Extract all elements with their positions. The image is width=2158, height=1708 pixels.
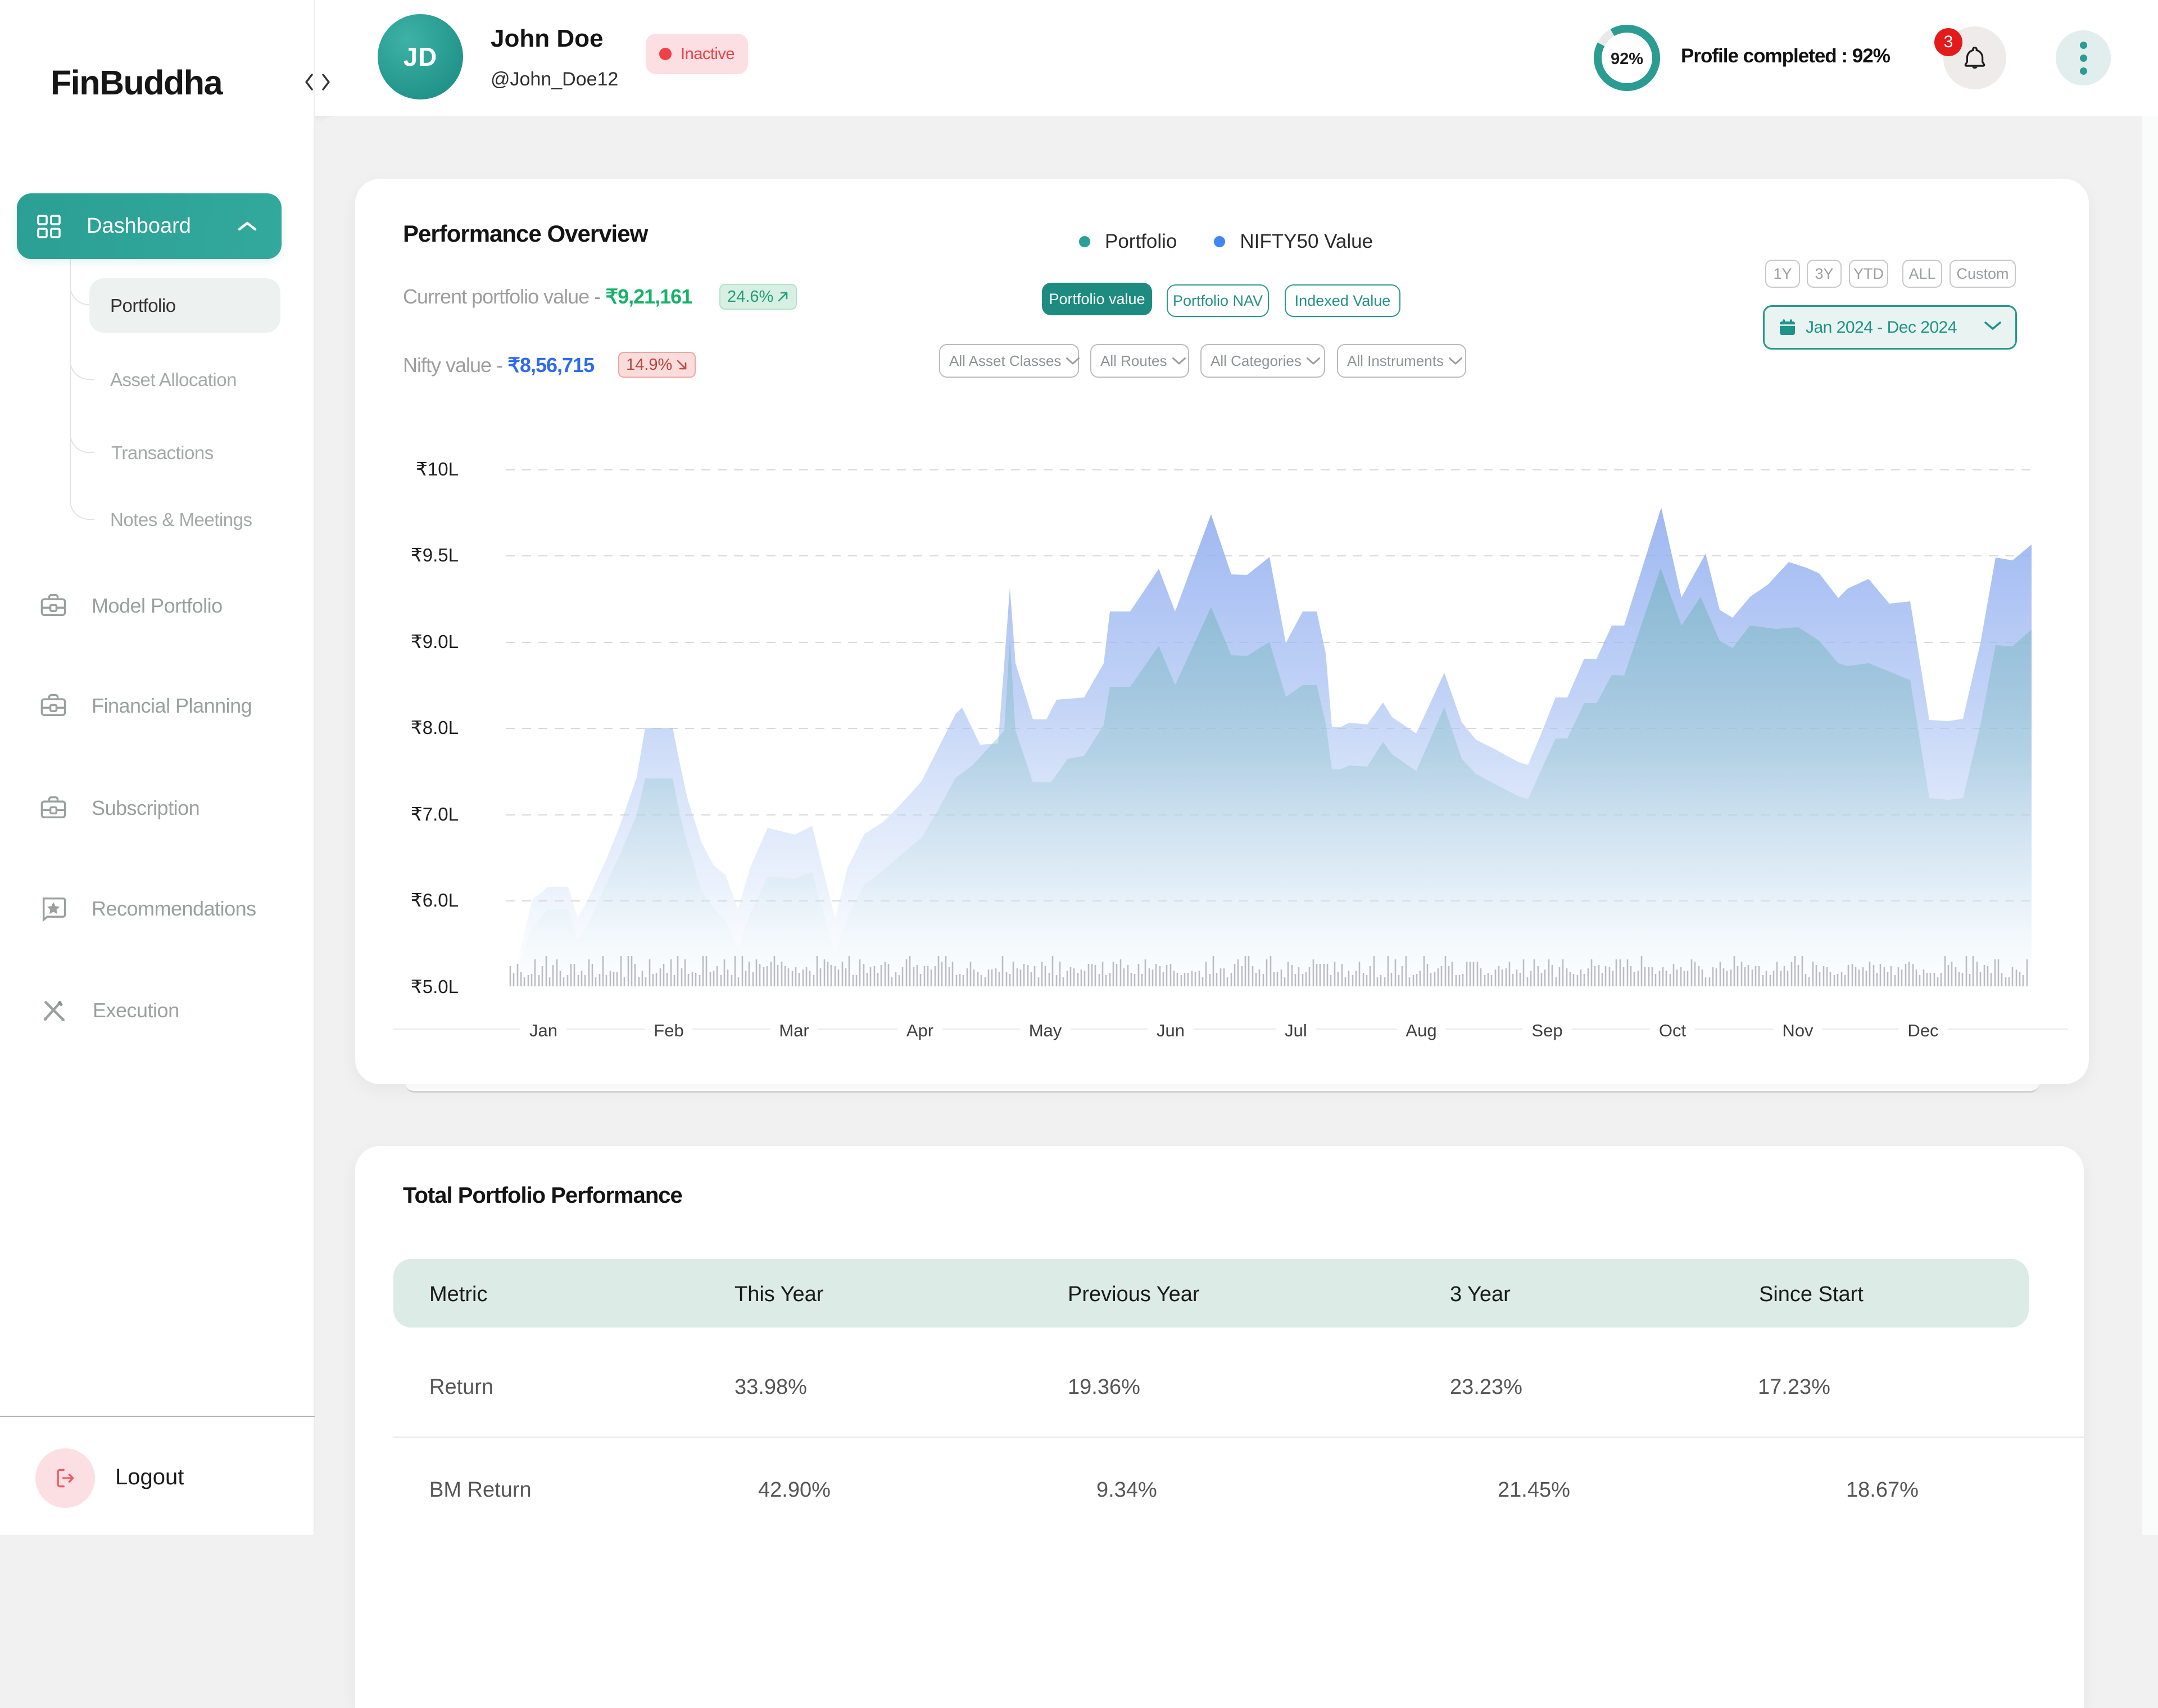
svg-text:92%: 92% <box>1611 50 1643 68</box>
